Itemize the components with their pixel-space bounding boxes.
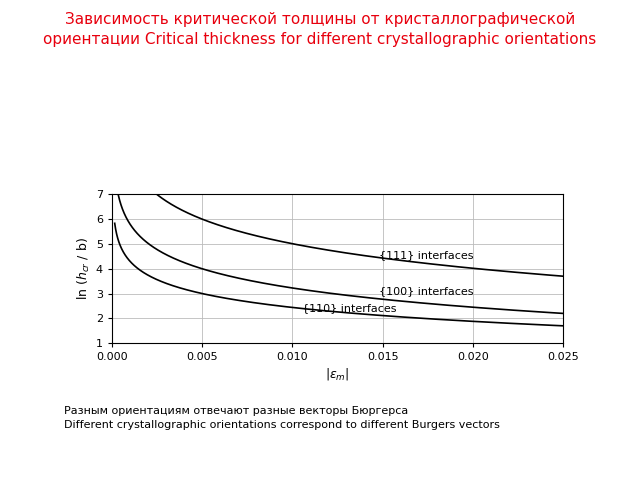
Y-axis label: ln ($h_{cr}$ / b): ln ($h_{cr}$ / b)	[76, 238, 92, 300]
Text: {110} interfaces: {110} interfaces	[301, 303, 396, 313]
Text: Зависимость критической толщины от кристаллографической
ориентации Critical thic: Зависимость критической толщины от крист…	[44, 12, 596, 47]
Text: {100} interfaces: {100} interfaces	[379, 286, 474, 296]
Text: Разным ориентациям отвечают разные векторы Бюргерса
Different crystallographic o: Разным ориентациям отвечают разные векто…	[64, 406, 500, 430]
Text: {111} interfaces: {111} interfaces	[379, 250, 474, 260]
X-axis label: $|\varepsilon_m|$: $|\varepsilon_m|$	[325, 366, 350, 383]
